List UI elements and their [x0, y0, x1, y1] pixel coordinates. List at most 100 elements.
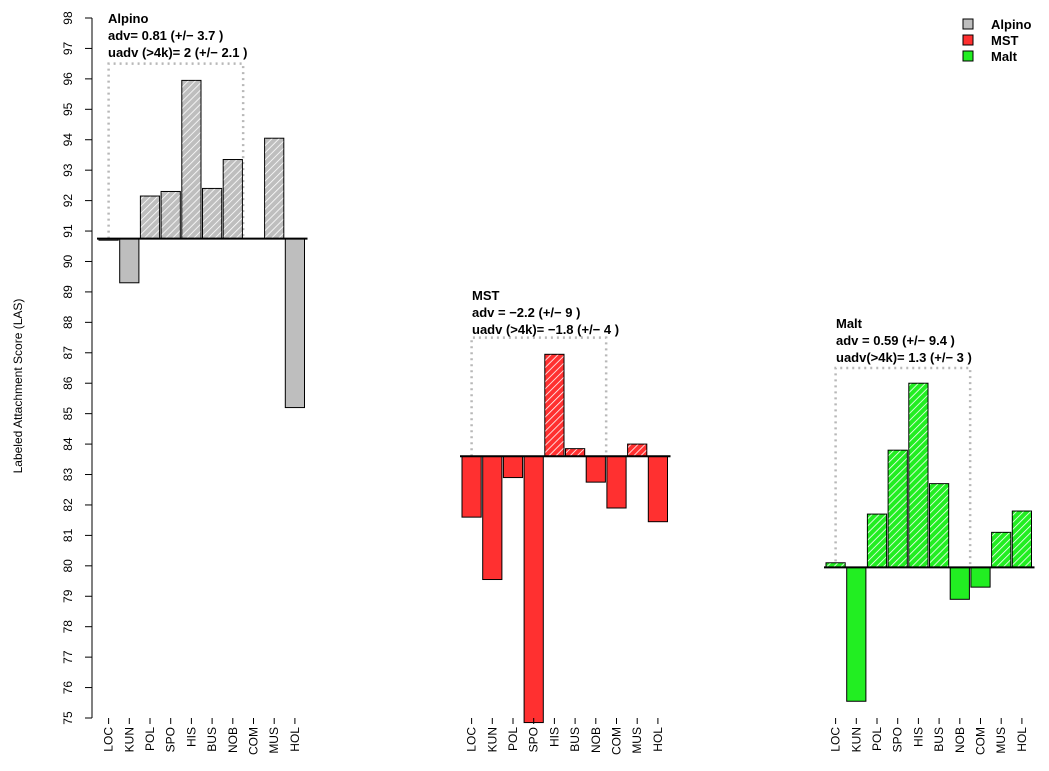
bar-malt-com	[970, 566, 991, 588]
annotation-malt-line-1: Malt	[836, 316, 863, 331]
y-tick-label: 87	[61, 346, 75, 360]
y-tick-label: 86	[61, 376, 75, 390]
y-tick-label: 96	[61, 72, 75, 86]
legend-label-alpino: Alpino	[991, 17, 1031, 32]
x-tick-label-kun: KUN	[122, 727, 136, 752]
bar-hatch-malt-spo	[888, 450, 907, 567]
group-bracket	[470, 336, 608, 457]
y-tick-label: 77	[61, 650, 75, 664]
x-tick-label-pol: POL	[143, 727, 157, 751]
annotation-malt-line-2: adv = 0.59 (+/− 9.4 )	[836, 333, 955, 348]
x-tick-label-spo: SPO	[527, 727, 541, 752]
y-tick-label: 94	[61, 133, 75, 147]
group-bracket	[107, 62, 245, 239]
x-tick-label-loc: LOC	[465, 727, 479, 752]
annotation-malt-line-3: uadv(>4k)= 1.3 (+/− 3 )	[836, 350, 972, 365]
y-tick-label: 93	[61, 163, 75, 177]
bar-mst-com	[606, 455, 627, 509]
annotation-mst-line-2: adv = −2.2 (+/− 9 )	[472, 305, 580, 320]
bar-group-alpino: LOC KUN POL SPO HIS BUS NOB COM MUS HOL Alpino adv=…	[97, 11, 308, 755]
x-tick-label-hol: HOL	[1015, 727, 1029, 752]
x-tick-label-spo: SPO	[164, 727, 178, 752]
y-tick-label: 76	[61, 681, 75, 695]
y-tick-label: 88	[61, 315, 75, 329]
bar-hatch-alpino-mus	[265, 138, 284, 239]
x-tick-label-com: COM	[247, 727, 261, 755]
bar-hatch-alpino-pol	[140, 196, 160, 239]
x-tick-label-spo: SPO	[891, 727, 905, 752]
bar-mst-spo	[523, 455, 544, 724]
bar-hatch-malt-pol	[867, 514, 887, 567]
bar-mst-nob	[585, 455, 606, 483]
bar-mst-hol	[647, 455, 668, 523]
bar-hatch-alpino-spo	[161, 191, 180, 239]
y-tick-label: 85	[61, 407, 75, 421]
x-tick-label-nob: NOB	[953, 727, 967, 753]
bar-alpino-kun	[119, 238, 140, 284]
y-tick-label: 98	[61, 11, 75, 25]
y-tick-label: 81	[61, 528, 75, 542]
y-tick-label: 95	[61, 102, 75, 116]
x-tick-label-pol: POL	[870, 727, 884, 751]
bar-hatch-malt-his	[909, 383, 928, 567]
bar-malt-kun	[846, 566, 867, 702]
x-tick-label-pol: POL	[506, 727, 520, 751]
x-tick-label-bus: BUS	[205, 727, 219, 752]
y-tick-label: 83	[61, 468, 75, 482]
bar-hatch-mst-mus	[628, 444, 647, 456]
x-tick-label-hol: HOL	[651, 727, 665, 752]
y-tick-label: 75	[61, 711, 75, 725]
x-tick-label-com: COM	[974, 727, 988, 755]
x-tick-label-mus: MUS	[994, 727, 1008, 754]
y-tick-label: 82	[61, 498, 75, 512]
x-tick-label-nob: NOB	[589, 727, 603, 753]
group-bracket	[834, 366, 972, 568]
annotation-mst-line-3: uadv (>4k)= −1.8 (+/− 4 )	[472, 322, 619, 337]
bar-hatch-mst-bus	[566, 449, 585, 456]
bar-hatch-alpino-bus	[203, 188, 222, 239]
bar-hatch-malt-mus	[992, 532, 1011, 567]
annotation-alpino-line-2: adv= 0.81 (+/− 3.7 )	[108, 28, 223, 43]
y-tick-label: 78	[61, 620, 75, 634]
x-tick-label-his: HIS	[547, 727, 561, 747]
x-tick-label-his: HIS	[184, 727, 198, 747]
bar-group-malt: LOC KUN POL SPO HIS BUS NOB COM MUS HOL Malt adv = …	[824, 316, 1035, 755]
annotation-mst-line-1: MST	[472, 288, 500, 303]
x-tick-label-his: HIS	[911, 727, 925, 747]
x-tick-label-hol: HOL	[288, 727, 302, 752]
y-tick-label: 90	[61, 254, 75, 268]
x-tick-label-loc: LOC	[829, 727, 843, 752]
bar-hatch-mst-his	[545, 354, 564, 456]
x-tick-label-bus: BUS	[932, 727, 946, 752]
x-tick-label-nob: NOB	[226, 727, 240, 753]
bar-group-mst: LOC KUN POL SPO HIS BUS NOB COM MUS HOL MST adv = −…	[460, 288, 671, 755]
legend-label-malt: Malt	[991, 49, 1018, 64]
x-tick-label-kun: KUN	[485, 727, 499, 752]
bar-hatch-alpino-his	[182, 80, 201, 239]
bar-hatch-malt-loc	[826, 563, 845, 567]
bar-mst-loc	[461, 455, 482, 518]
legend-swatch-mst	[962, 34, 974, 46]
y-tick-label: 89	[61, 285, 75, 299]
bar-alpino-hol	[284, 238, 305, 409]
y-tick-label: 80	[61, 559, 75, 573]
x-tick-label-mus: MUS	[267, 727, 281, 754]
y-tick-label: 84	[61, 437, 75, 451]
legend-swatch-malt	[962, 50, 974, 62]
x-tick-label-mus: MUS	[630, 727, 644, 754]
bar-hatch-malt-bus	[930, 484, 949, 567]
legend-swatch-alpino	[962, 18, 974, 30]
x-tick-label-kun: KUN	[849, 727, 863, 752]
annotation-alpino-line-1: Alpino	[108, 11, 148, 26]
y-axis: 75 76 77 78 79 80 81 82 83 84 85 86 87 88 89 90 91 92 93 94…	[61, 11, 93, 725]
y-tick-label: 91	[61, 224, 75, 238]
bar-hatch-alpino-nob	[223, 160, 242, 239]
y-axis-label: Labeled Attachment Score (LAS)	[11, 299, 25, 474]
y-tick-label: 92	[61, 194, 75, 208]
x-tick-label-loc: LOC	[102, 727, 116, 752]
bar-mst-pol	[502, 455, 524, 479]
x-tick-label-bus: BUS	[568, 727, 582, 752]
legend-label-mst: MST	[991, 33, 1019, 48]
